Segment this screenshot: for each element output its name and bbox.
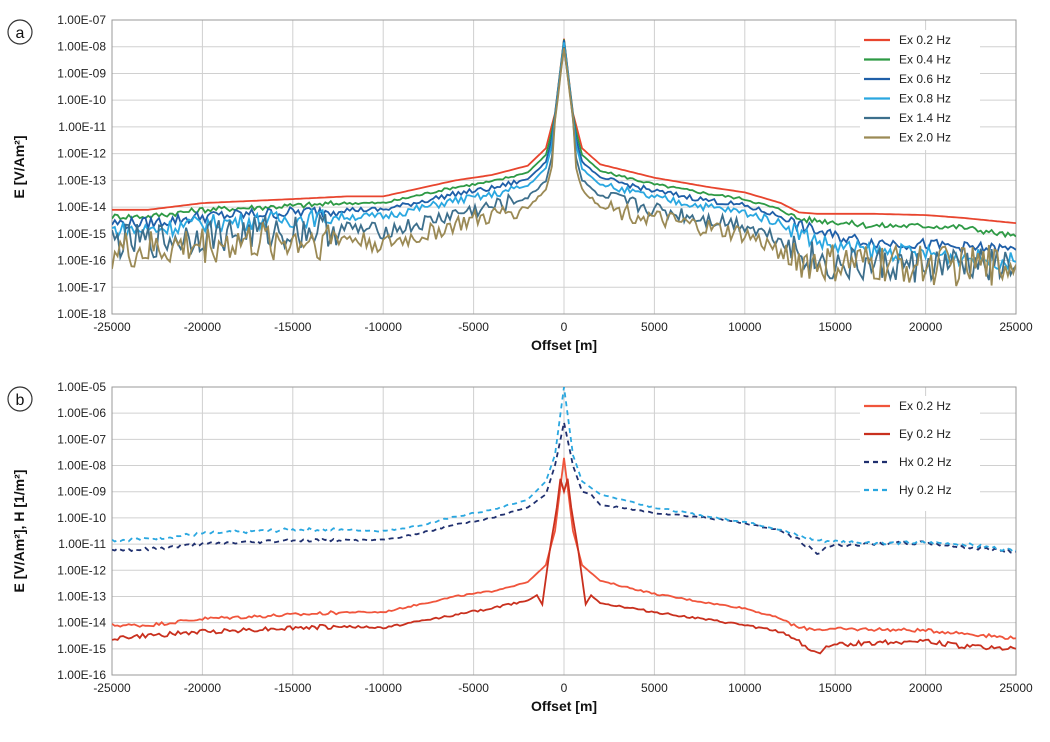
y-tick-label: 1.00E-07: [57, 13, 106, 27]
legend-label: Ey 0.2 Hz: [899, 427, 951, 441]
x-tick-label: -10000: [365, 681, 403, 695]
x-tick-label: 10000: [728, 681, 762, 695]
y-axis-label: E [V/Am²], H [1/m²]: [11, 470, 27, 593]
x-tick-label: 25000: [999, 320, 1033, 334]
legend-box: [860, 30, 980, 150]
legend-label: Ex 0.4 Hz: [899, 53, 951, 67]
y-tick-label: 1.00E-10: [57, 511, 106, 525]
legend-label: Hy 0.2 Hz: [899, 483, 952, 497]
x-tick-label: 0: [561, 681, 568, 695]
panel-label: b: [16, 392, 25, 409]
x-tick-label: 0: [561, 320, 568, 334]
x-tick-label: 25000: [999, 681, 1033, 695]
legend-label: Ex 1.4 Hz: [899, 111, 951, 125]
y-tick-label: 1.00E-15: [57, 227, 106, 241]
legend-label: Hx 0.2 Hz: [899, 455, 952, 469]
y-tick-label: 1.00E-16: [57, 668, 106, 682]
series-line-hy-0-2-hz: [112, 387, 1016, 554]
y-axis-label: E [V/Am²]: [11, 136, 27, 199]
panel-label-circle: [7, 386, 33, 412]
x-tick-label: 15000: [819, 320, 853, 334]
plot-frame: [111, 19, 1017, 315]
x-tick-label: 5000: [641, 681, 668, 695]
y-tick-label: 1.00E-08: [57, 459, 106, 473]
x-tick-label: -15000: [274, 681, 312, 695]
legend-label: Ex 0.2 Hz: [899, 399, 951, 413]
x-tick-label: 10000: [728, 320, 762, 334]
y-tick-label: 1.00E-15: [57, 642, 106, 656]
y-tick-label: 1.00E-16: [57, 254, 106, 268]
y-tick-label: 1.00E-08: [57, 40, 106, 54]
x-tick-label: -20000: [184, 320, 222, 334]
y-tick-label: 1.00E-10: [57, 93, 106, 107]
series-line-ey-0-2-hz: [112, 478, 1016, 655]
y-tick-label: 1.00E-12: [57, 147, 106, 161]
x-tick-label: -25000: [93, 320, 131, 334]
y-tick-label: 1.00E-09: [57, 485, 106, 499]
y-tick-label: 1.00E-14: [57, 200, 106, 214]
x-tick-label: -5000: [458, 320, 489, 334]
x-tick-label: -5000: [458, 681, 489, 695]
x-tick-label: 20000: [909, 320, 943, 334]
y-tick-label: 1.00E-09: [57, 66, 106, 80]
x-tick-label: -15000: [274, 320, 312, 334]
series-line-ex-2-0-hz: [112, 48, 1016, 287]
x-tick-label: -20000: [184, 681, 222, 695]
y-tick-label: 1.00E-13: [57, 173, 106, 187]
y-tick-label: 1.00E-12: [57, 563, 106, 577]
panel-b: 1.00E-16 1.00E-15 1.00E-14 1.00E-13 1.00E-12…: [7, 380, 1033, 714]
y-tick-label: 1.00E-11: [58, 120, 106, 134]
panel-label: a: [16, 25, 25, 42]
x-axis-label: Offset [m]: [531, 698, 597, 714]
legend-label: Ex 0.8 Hz: [899, 92, 951, 106]
x-axis-label: Offset [m]: [531, 337, 597, 353]
legend-label: Ex 2.0 Hz: [899, 131, 951, 145]
x-tick-label: -25000: [93, 681, 131, 695]
y-tick-label: 1.00E-11: [58, 537, 106, 551]
y-tick-label: 1.00E-14: [57, 616, 106, 630]
x-tick-label: 15000: [819, 681, 853, 695]
legend-label: Ex 0.6 Hz: [899, 72, 951, 86]
legend-label: Ex 0.2 Hz: [899, 33, 951, 47]
panel-label-circle: [7, 19, 33, 45]
x-tick-label: -10000: [365, 320, 403, 334]
panel-a: 1.00E-18 1.00E-17 1.00E-16 1.00E-15 1.00E-14…: [7, 13, 1033, 353]
legend-box: [860, 396, 980, 511]
y-tick-label: 1.00E-13: [57, 589, 106, 603]
y-tick-label: 1.00E-05: [57, 380, 106, 394]
y-tick-label: 1.00E-18: [57, 307, 106, 321]
x-tick-label: 5000: [641, 320, 668, 334]
y-tick-label: 1.00E-07: [57, 432, 106, 446]
x-tick-label: 20000: [909, 681, 943, 695]
y-tick-label: 1.00E-06: [57, 406, 106, 420]
y-tick-label: 1.00E-17: [57, 280, 106, 294]
